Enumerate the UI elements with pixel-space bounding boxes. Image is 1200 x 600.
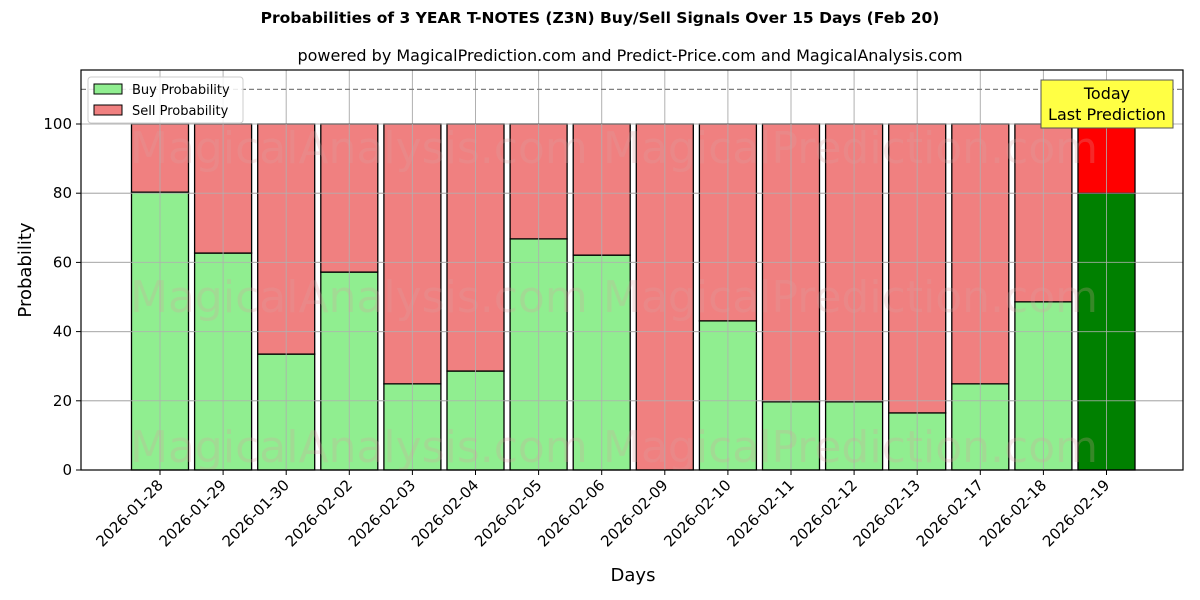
y-tick-label: 60	[53, 253, 72, 271]
legend-label: Buy Probability	[132, 83, 230, 98]
chart-title: Probabilities of 3 YEAR T-NOTES (Z3N) Bu…	[260, 9, 940, 27]
legend-box	[87, 76, 244, 124]
bar-group	[761, 123, 821, 471]
watermark: MagicalAnalysis.com	[130, 272, 588, 323]
y-axis-label: Probability	[15, 222, 36, 317]
bar-group	[130, 123, 190, 471]
bar-group	[635, 123, 694, 471]
x-tick-label: 2026-02-06	[534, 476, 608, 550]
x-tick-label: 2026-02-10	[660, 476, 734, 550]
y-tick-label: 40	[53, 323, 72, 341]
chart-subtitle: powered by MagicalPrediction.com and Pre…	[297, 46, 963, 65]
watermark: MagicalPrediction.com	[603, 422, 1098, 473]
bar-group	[446, 123, 505, 471]
bar-group	[824, 123, 884, 471]
bar-group	[257, 123, 316, 471]
watermarks: MagicalAnalysis.com MagicalAnalysis.com Ma…	[130, 123, 1098, 473]
legend-swatch	[93, 104, 123, 116]
bar-group	[1014, 123, 1073, 471]
x-tick-label: 2026-01-28	[92, 476, 166, 550]
today-annotation: Today Last Prediction	[1040, 79, 1174, 129]
x-tick-label: 2026-02-17	[913, 476, 987, 550]
x-tick-label: 2026-02-05	[471, 476, 545, 550]
watermark: MagicalAnalysis.com	[130, 422, 588, 473]
y-tick-label: 0	[62, 461, 72, 479]
x-axis-label: Days	[611, 565, 656, 586]
plot-frame	[80, 69, 1184, 471]
bar-group	[383, 123, 442, 471]
legend: Buy Probability Sell Probability	[87, 76, 244, 124]
x-tick-label: 2026-02-11	[723, 476, 797, 550]
y-tick-label: 80	[53, 184, 72, 202]
bar-group	[888, 123, 947, 471]
legend-swatch	[93, 83, 123, 95]
watermark: MagicalPrediction.com	[603, 123, 1098, 174]
x-tick-label: 2026-02-18	[976, 476, 1050, 550]
y-axis: 0 20 40 60 80 100	[43, 115, 81, 479]
x-tick-label: 2026-02-13	[850, 476, 924, 550]
annotation-box	[1040, 79, 1174, 129]
x-tick-label: 2026-02-12	[787, 476, 861, 550]
x-tick-label: 2026-02-09	[597, 476, 671, 550]
bar-group	[698, 123, 758, 471]
watermark: MagicalAnalysis.com	[130, 123, 588, 174]
bar-group	[572, 123, 631, 471]
bars	[81, 123, 1183, 471]
x-axis: 2026-01-282026-01-292026-01-302026-02-02…	[92, 470, 1113, 550]
x-tick-label: 2026-02-03	[345, 476, 419, 550]
x-tick-label: 2026-02-04	[408, 476, 482, 550]
y-tick-label: 100	[43, 115, 72, 133]
x-tick-label: 2026-02-02	[282, 476, 356, 550]
y-tick-label: 20	[53, 392, 72, 410]
bar-group	[193, 123, 253, 471]
bar-group	[951, 123, 1010, 471]
watermark: MagicalPrediction.com	[603, 272, 1098, 323]
annotation-text: Last Prediction	[1048, 105, 1166, 124]
bar-group	[320, 123, 379, 471]
x-tick-label: 2026-01-30	[219, 476, 293, 550]
x-tick-label: 2026-02-19	[1039, 476, 1113, 550]
annotation-text: Today	[1083, 84, 1130, 103]
x-tick-label: 2026-01-29	[156, 476, 230, 550]
legend-label: Sell Probability	[132, 104, 229, 119]
